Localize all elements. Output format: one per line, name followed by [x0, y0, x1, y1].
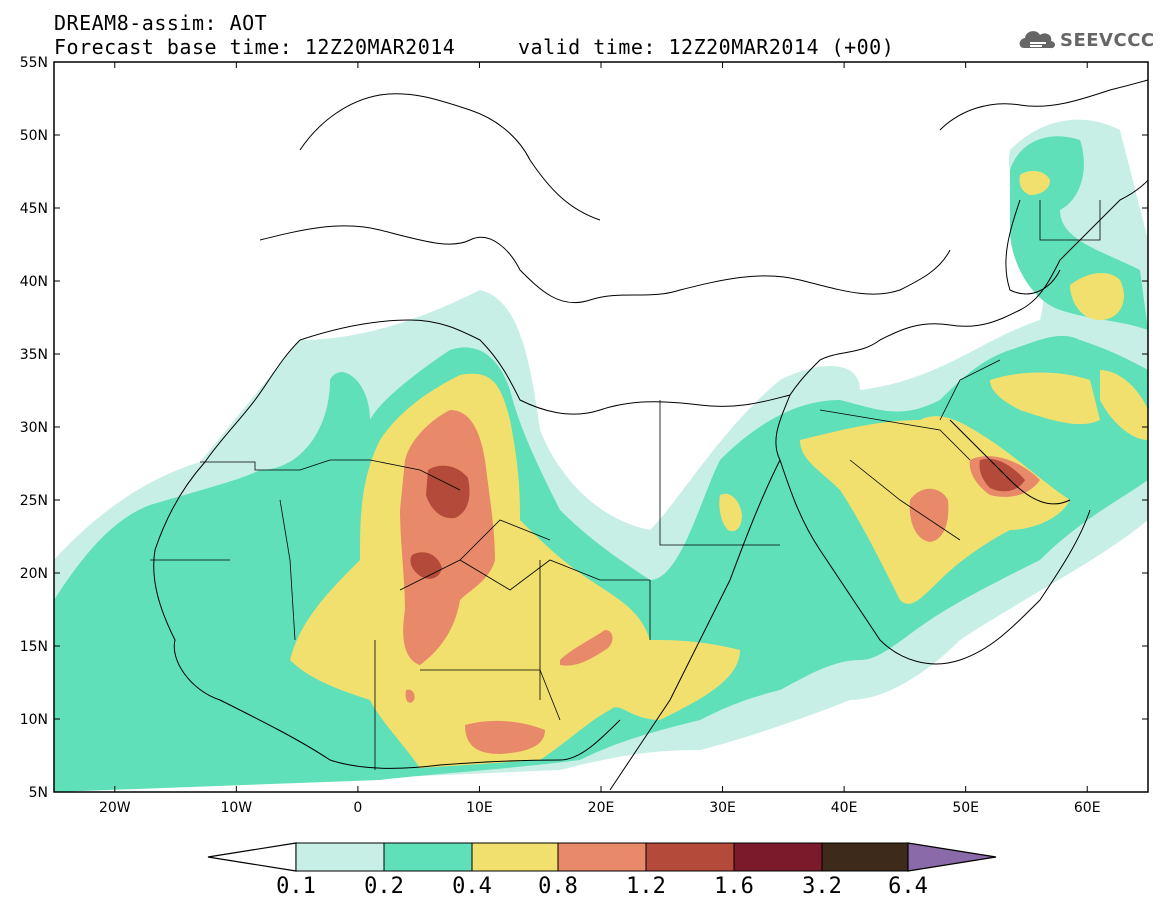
- colorbar-bin-1.6: [733, 842, 823, 872]
- cloud-icon: [1019, 31, 1056, 49]
- colorbar: 0.1 0.2 0.4 0.8 1.2 1.6 3.2 6.4: [207, 842, 997, 899]
- colorbar-over-arrow: [907, 842, 997, 872]
- lat-tick-label: 55N: [20, 55, 48, 71]
- colorbar-label: 0.1: [276, 874, 316, 899]
- lat-tick-label: 35N: [20, 347, 48, 363]
- lat-tick-label: 5N: [29, 785, 48, 801]
- colorbar-label: 3.2: [802, 874, 842, 899]
- map-title: DREAM8-assim: AOT: [54, 11, 268, 35]
- colorbar-bin-3.2: [821, 842, 909, 872]
- country-borders: [150, 200, 1101, 770]
- lat-tick-label: 45N: [20, 201, 48, 217]
- colorbar-label: 0.8: [538, 874, 578, 899]
- colorbar-bin-0.2: [383, 842, 473, 872]
- lat-tick-label: 10N: [20, 712, 48, 728]
- lat-tick-label: 30N: [20, 420, 48, 436]
- lon-tick-label: 50E: [952, 800, 979, 816]
- lat-tick-label: 15N: [20, 639, 48, 655]
- colorbar-bin-0.8: [557, 842, 647, 872]
- lon-tick-label: 10W: [220, 800, 252, 816]
- colorbar-label: 0.4: [452, 874, 492, 899]
- lon-tick-label: 10E: [466, 800, 493, 816]
- colorbar-label: 1.6: [714, 874, 754, 899]
- map-subtitle: Forecast base time: 12Z20MAR2014 valid t…: [54, 35, 895, 59]
- latitude-axis: 55N 50N 45N 40N 35N 30N 25N 20N 15N 10N 5N: [20, 55, 1148, 801]
- lon-tick-label: 30E: [709, 800, 736, 816]
- longitude-axis: 20W 10W 0 10E 20E 30E 40E 50E 60E: [99, 62, 1101, 816]
- coastlines: [153, 79, 1148, 791]
- lon-tick-label: 40E: [831, 800, 858, 816]
- lat-tick-label: 50N: [20, 128, 48, 144]
- colorbar-label: 6.4: [888, 874, 928, 899]
- lat-tick-label: 25N: [20, 493, 48, 509]
- colorbar-bin-0.1: [295, 842, 385, 872]
- lat-tick-label: 20N: [20, 566, 48, 582]
- lat-tick-label: 40N: [20, 274, 48, 290]
- lon-tick-label: 60E: [1074, 800, 1101, 816]
- colorbar-bin-1.2: [645, 842, 735, 872]
- lon-tick-label: 20E: [588, 800, 615, 816]
- lon-tick-label: 20W: [99, 800, 131, 816]
- logo-text: SEEVCCC: [1060, 30, 1155, 51]
- colorbar-bin-0.4: [471, 842, 559, 872]
- colorbar-label: 0.2: [364, 874, 404, 899]
- lon-tick-label: 0: [353, 800, 362, 816]
- colorbar-under-arrow: [207, 842, 297, 872]
- colorbar-label: 1.2: [626, 874, 666, 899]
